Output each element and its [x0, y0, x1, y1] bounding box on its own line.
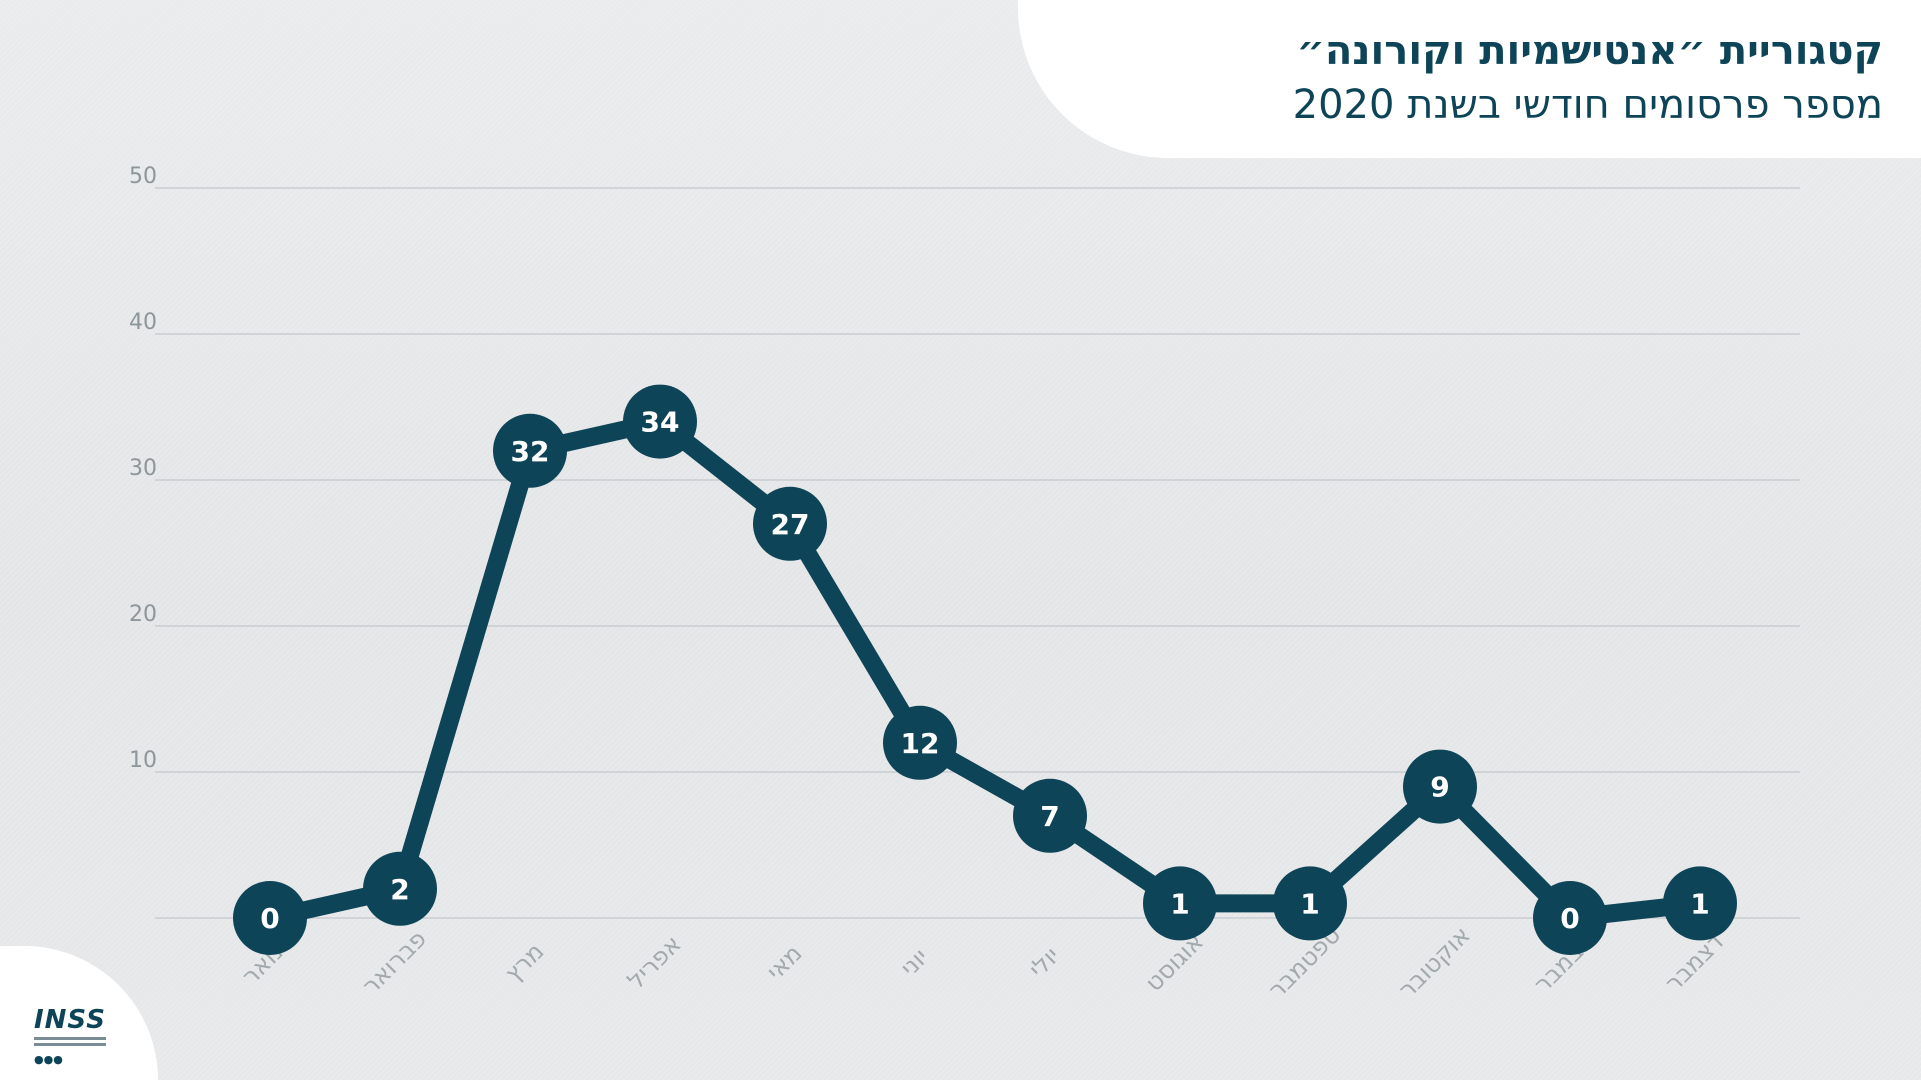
- x-tick-label: יולי: [1024, 942, 1066, 984]
- inss-logo: INSS: [34, 1005, 106, 1035]
- y-tick-label: 50: [129, 164, 157, 189]
- data-label: 7: [1040, 800, 1059, 833]
- logo-tagline-graphic: [34, 1037, 106, 1049]
- data-label: 1: [1690, 887, 1709, 920]
- data-point: [1533, 881, 1607, 955]
- data-label: 0: [260, 902, 279, 935]
- x-tick-label: מרץ: [499, 937, 549, 987]
- y-tick-label: 30: [129, 456, 157, 481]
- title-card: קטגוריית ״אנטישמיות וקורונה״ מספר פרסומי…: [1018, 0, 1921, 158]
- data-point: [493, 413, 567, 488]
- data-point: [1403, 749, 1477, 824]
- data-point: [363, 851, 437, 926]
- data-point: [1663, 866, 1737, 941]
- x-tick-label: מאי: [761, 939, 807, 985]
- data-point: [1273, 866, 1347, 941]
- data-point: [883, 705, 957, 780]
- data-point: [1013, 778, 1087, 853]
- data-point: [753, 486, 827, 561]
- data-label: 27: [771, 508, 810, 541]
- data-label: 34: [641, 406, 680, 439]
- data-label: 2: [390, 873, 409, 906]
- y-tick-label: 20: [129, 602, 157, 627]
- x-tick-label: יוני: [895, 943, 934, 982]
- x-tick-label: אוקטובר: [1393, 921, 1476, 1004]
- data-label: 12: [901, 727, 940, 760]
- data-label: 0: [1560, 902, 1579, 935]
- data-point: [233, 881, 307, 955]
- data-label: 1: [1300, 887, 1319, 920]
- data-label: 32: [511, 435, 550, 468]
- y-tick-label: 40: [129, 310, 157, 335]
- series-line: [261, 412, 1709, 927]
- data-point: [1143, 866, 1217, 941]
- x-tick-label: פברואר: [357, 925, 432, 1000]
- data-label: 1: [1170, 887, 1189, 920]
- data-point: [623, 384, 697, 459]
- x-tick-label: אפריל: [622, 930, 687, 995]
- chart-subtitle: מספר פרסומים חודשי בשנת 2020: [1292, 82, 1883, 128]
- logo-tagline-icon: ●●●: [34, 1053, 63, 1066]
- chart-title: קטגוריית ״אנטישמיות וקורונה״: [1296, 28, 1883, 74]
- y-tick-label: 10: [129, 748, 157, 773]
- data-label: 9: [1430, 771, 1449, 804]
